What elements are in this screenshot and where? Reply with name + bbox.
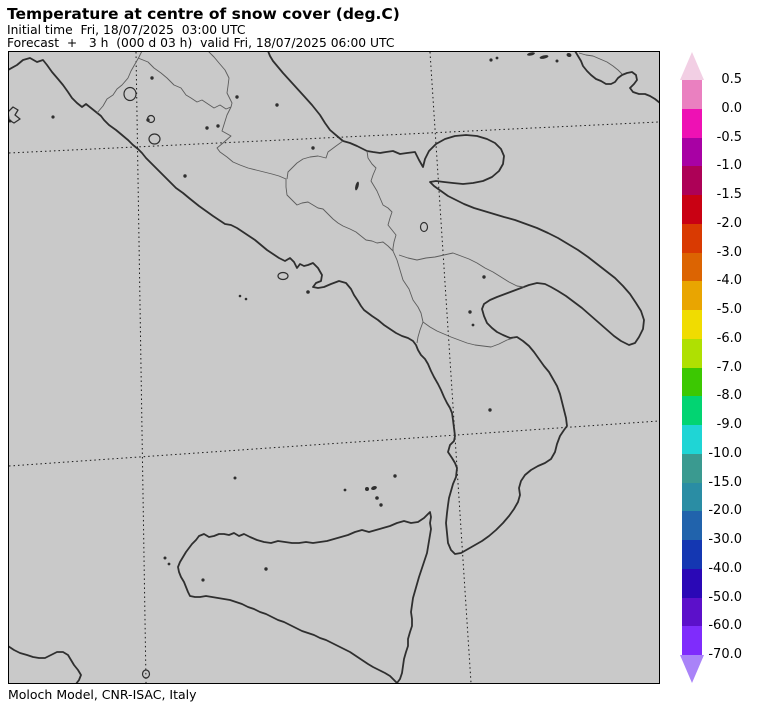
colorbar-tick-label: -50.0 xyxy=(708,589,742,605)
map-panel xyxy=(8,51,660,684)
colorbar-band xyxy=(682,568,702,598)
colorbar-tick-label: -0.5 xyxy=(716,129,742,145)
colorbar-band xyxy=(682,252,702,282)
region-border-lazio-abruzzo-campania xyxy=(216,106,394,252)
region-border-molise xyxy=(366,150,397,251)
map-background xyxy=(9,52,659,683)
gridline-lon-east xyxy=(429,52,472,683)
initial-time-line: Initial time Fri, 18/07/2025 03:00 UTC xyxy=(7,23,246,37)
colorbar-band xyxy=(682,626,702,655)
forecast-line: Forecast + 3 h (000 d 03 h) valid Fri, 1… xyxy=(7,36,395,50)
colorbar-tick-label: -15.0 xyxy=(708,474,742,490)
colorbar-band xyxy=(682,108,702,138)
coastline-dalmatia xyxy=(574,52,659,104)
colorbar-tick-label: -4.0 xyxy=(716,273,742,289)
region-border-lazio-umbria xyxy=(137,57,232,110)
colorbar-tick-label: 0.5 xyxy=(721,72,742,87)
colorbar-tick-label: -30.0 xyxy=(708,532,742,547)
region-border-tuscany-lazio xyxy=(96,52,143,114)
colorbar-band xyxy=(682,367,702,397)
colorbar-tick-label: -5.0 xyxy=(716,302,742,317)
colorbar-band xyxy=(682,597,702,627)
lake-occhito xyxy=(419,221,429,233)
colorbar-tick-label: -20.0 xyxy=(708,503,742,519)
colorbar-tick-label: -10.0 xyxy=(708,445,742,461)
colorbar-labels: 0.5 0.0 -0.5 -1.0 -1.5 -2.0 -3.0 -4.0 -5.0 -6.0 -7… xyxy=(660,0,752,707)
lake-bolsena xyxy=(123,86,137,102)
region-border-umbria-marche xyxy=(208,52,233,108)
small-islands xyxy=(9,52,572,566)
colorbar-tick-label: -1.5 xyxy=(716,187,742,202)
gridline-lat-north xyxy=(9,121,659,154)
gridline-lon-west xyxy=(135,52,147,683)
colorbar-tick-label: -3.0 xyxy=(716,244,742,260)
city-markers xyxy=(146,76,492,582)
colorbar-tick-label: -40.0 xyxy=(708,560,742,576)
gridline-lat-south xyxy=(9,420,659,467)
colorbar-band xyxy=(682,540,702,569)
colorbar-band xyxy=(682,338,702,368)
colorbar-tick-label: -8.0 xyxy=(716,388,742,404)
coastline-sicily xyxy=(177,511,432,683)
region-border-marche-abruzzo xyxy=(286,140,344,180)
colorbar-band xyxy=(682,511,702,540)
region-border-campania-basilicata xyxy=(392,250,424,344)
lake-bracciano xyxy=(148,133,161,145)
colorbar-tick-label: -1.0 xyxy=(716,158,742,174)
colorbar-band xyxy=(682,310,702,339)
colorbar-band xyxy=(682,396,702,425)
colorbar-tick-label: -70.0 xyxy=(708,647,742,662)
colorbar-band xyxy=(682,425,702,454)
graticule xyxy=(9,52,659,683)
coastline-italy-mainland xyxy=(9,52,645,555)
colorbar-tick-label: -9.0 xyxy=(716,417,742,432)
region-border-basilicata-calabria xyxy=(422,321,515,348)
colorbar-band xyxy=(682,80,702,109)
colorbar-tick-label: -2.0 xyxy=(716,215,742,231)
colorbar-tick-label: -7.0 xyxy=(716,359,742,375)
colorbar-band xyxy=(682,195,702,224)
colorbar-band xyxy=(682,482,702,512)
colorbar-band xyxy=(682,281,702,310)
colorbar-band xyxy=(682,223,702,253)
region-border-dalmatia-inland xyxy=(578,52,623,75)
colorbar-tick-label: 0.0 xyxy=(721,100,742,116)
colorbar-band xyxy=(682,453,702,483)
colorbar-bands xyxy=(682,80,702,655)
colorbar-tick-label: -6.0 xyxy=(716,330,742,346)
island-pantelleria xyxy=(141,669,151,679)
colorbar-band xyxy=(682,166,702,195)
region-border-basilicata-puglia xyxy=(398,252,525,288)
colorbar-arrow-below-min xyxy=(680,655,704,683)
colorbar-tick-label: -60.0 xyxy=(708,618,742,634)
coastline-tunisia xyxy=(9,645,82,683)
page-title: Temperature at centre of snow cover (deg… xyxy=(7,5,400,23)
colorbar-arrow-above-max xyxy=(680,52,704,80)
model-credit-caption: Moloch Model, CNR-ISAC, Italy xyxy=(8,687,197,702)
island-ischia xyxy=(277,271,289,281)
colorbar-band xyxy=(682,137,702,167)
